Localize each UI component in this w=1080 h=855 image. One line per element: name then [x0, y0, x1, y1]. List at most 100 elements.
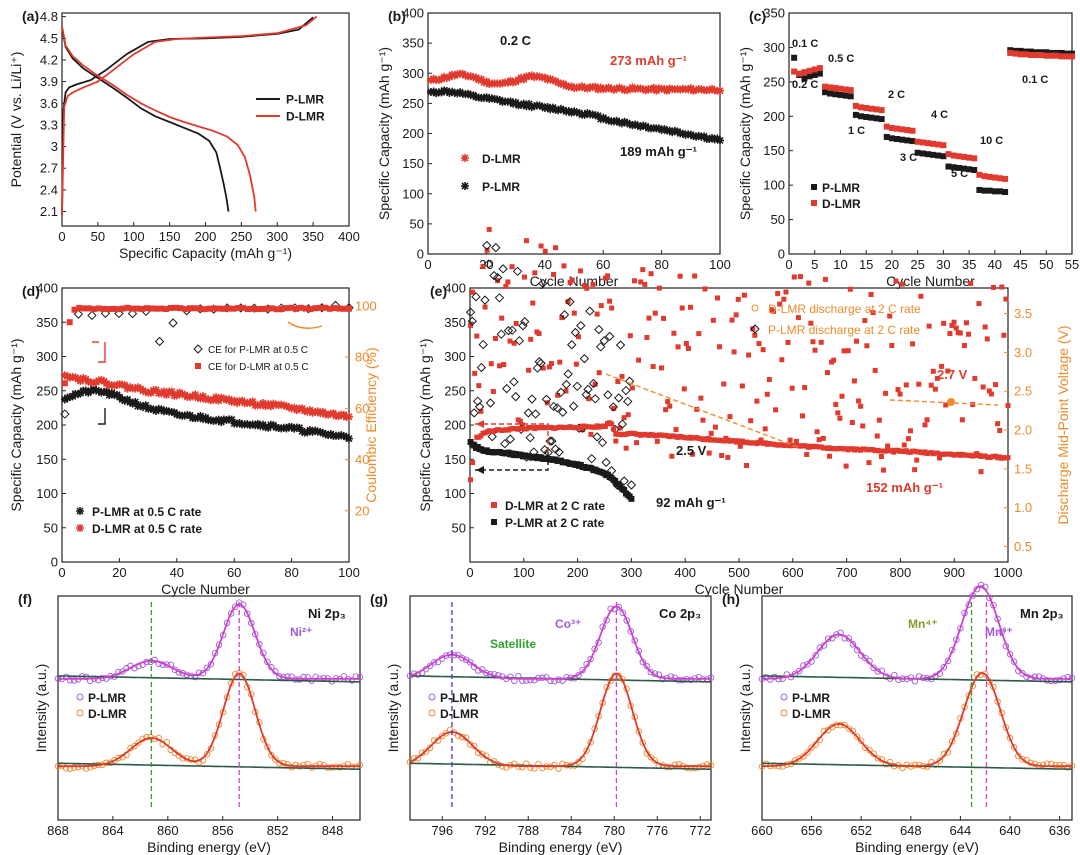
data-point — [546, 74, 555, 83]
data-point — [244, 610, 251, 617]
data-point — [827, 84, 834, 91]
data-point — [582, 283, 588, 289]
data-point — [802, 385, 808, 391]
data-point — [651, 757, 659, 764]
data-point — [795, 315, 801, 321]
data-point — [675, 761, 683, 768]
data-point — [883, 123, 890, 130]
data-point — [149, 405, 158, 414]
data-point — [168, 318, 178, 328]
data-point — [779, 357, 785, 363]
spectrum-P-LMR — [758, 581, 1076, 685]
data-point — [628, 495, 635, 502]
data-point — [700, 417, 706, 423]
x-tick-label: 20 — [885, 257, 899, 272]
y-tick-label: 2.4 — [40, 182, 58, 197]
data-point — [717, 344, 723, 350]
data-point — [646, 315, 652, 321]
data-point — [789, 385, 795, 391]
data-point — [244, 306, 251, 313]
data-point — [1052, 677, 1059, 684]
data-point — [339, 431, 348, 440]
spectrum-P-LMR — [406, 603, 715, 685]
data-point — [683, 764, 691, 772]
data-point — [777, 301, 783, 307]
data-point — [311, 426, 320, 435]
data-point — [1056, 676, 1063, 684]
legend-marker — [76, 507, 84, 515]
data-point — [293, 305, 300, 312]
data-point — [201, 306, 208, 313]
data-point — [621, 385, 631, 396]
series-P-LMR — [426, 86, 724, 145]
y-tick-label: 50 — [410, 216, 424, 231]
data-point — [620, 117, 629, 126]
data-point — [99, 388, 108, 397]
data-point — [853, 733, 861, 740]
data-point — [639, 739, 647, 746]
x-tick-label: 200 — [567, 565, 589, 580]
data-point — [167, 387, 176, 396]
data-point — [476, 383, 482, 389]
data-point — [273, 306, 280, 313]
data-point — [739, 383, 745, 389]
data-point — [131, 384, 140, 393]
data-point — [873, 115, 880, 122]
peak-annotation: Satellite — [490, 637, 536, 651]
data-point — [70, 677, 78, 684]
data-point — [791, 54, 798, 61]
data-point — [541, 394, 552, 404]
data-point — [356, 761, 364, 769]
x-tick-label: 5 — [811, 257, 818, 272]
x-tick-label: 25 — [910, 257, 924, 272]
data-point — [1010, 744, 1018, 751]
data-point — [863, 105, 870, 112]
y-tick-label: 300 — [402, 66, 424, 81]
data-point — [568, 401, 579, 411]
data-point — [808, 320, 814, 326]
x-tick-label: 45 — [1013, 257, 1027, 272]
data-point — [1005, 403, 1011, 409]
data-point — [324, 764, 332, 771]
data-point — [594, 324, 604, 335]
data-point — [220, 305, 227, 312]
data-point — [554, 106, 563, 115]
data-point — [1006, 734, 1014, 742]
data-point — [519, 422, 525, 428]
legend-marker — [811, 184, 817, 190]
data-point — [945, 151, 952, 158]
data-point — [85, 305, 92, 312]
data-point — [540, 104, 549, 113]
data-point — [598, 303, 604, 309]
data-point — [592, 381, 598, 387]
data-point — [102, 387, 111, 396]
data-point — [434, 76, 443, 85]
data-point — [888, 135, 895, 142]
legend-marker — [491, 519, 497, 525]
y-tick-label: 2.7 — [40, 161, 58, 176]
data-point — [611, 405, 617, 411]
x-tick-label: 10 — [833, 257, 847, 272]
legend-marker — [461, 154, 469, 162]
data-point — [714, 295, 720, 301]
data-point — [465, 307, 476, 317]
data-point — [735, 296, 741, 302]
data-point — [503, 283, 509, 289]
y2-tick-label: 1.5 — [1014, 461, 1032, 476]
x-tick-label: 800 — [890, 565, 912, 580]
data-point — [849, 641, 857, 648]
data-point — [588, 378, 599, 389]
data-point — [733, 312, 739, 318]
x-tick-label: 640 — [999, 823, 1021, 838]
curve-d-lmr-discharge — [61, 25, 257, 212]
data-point — [847, 286, 853, 292]
data-point — [703, 761, 711, 768]
data-point — [976, 171, 983, 178]
rate-annotation: 1 C — [848, 125, 865, 137]
data-point — [511, 391, 521, 402]
data-point — [719, 452, 725, 458]
data-point — [527, 103, 536, 112]
data-point — [569, 277, 575, 283]
data-point — [336, 305, 343, 312]
